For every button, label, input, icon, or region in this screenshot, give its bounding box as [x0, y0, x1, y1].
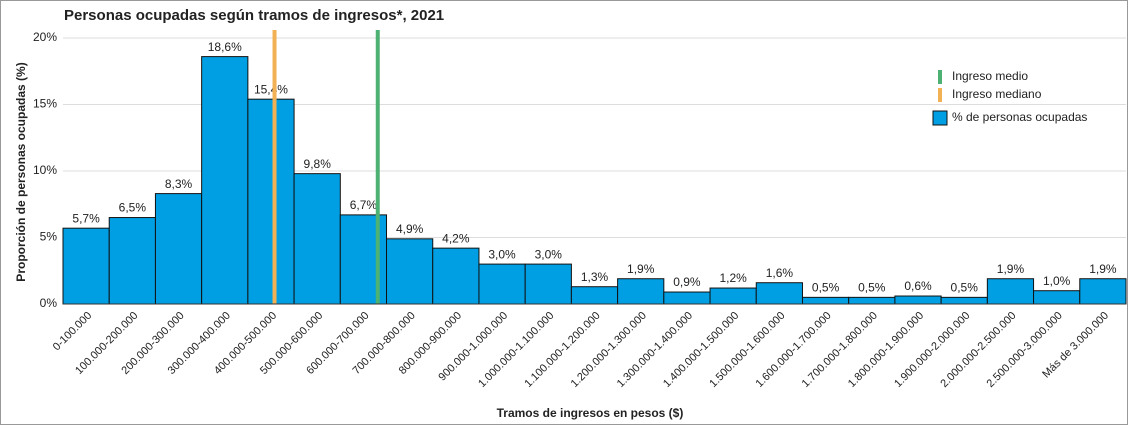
legend-label: % de personas ocupadas	[952, 110, 1087, 124]
y-tick-label: 20%	[33, 30, 57, 44]
value-label: 6,5%	[119, 201, 147, 215]
legend-label: Ingreso mediano	[952, 87, 1042, 101]
value-label: 18,6%	[208, 40, 242, 54]
bar	[986, 278, 1035, 305]
x-tick-label: 1.700.000-1.800.000	[800, 310, 880, 390]
bar	[386, 238, 434, 305]
value-label: 0,5%	[858, 281, 886, 295]
value-label: 0,5%	[812, 281, 840, 295]
value-label: 5,7%	[72, 211, 100, 225]
bar	[1033, 290, 1081, 305]
y-axis-label: Proporción de personas ocupadas (%)	[14, 62, 28, 281]
value-label: 3,0%	[488, 247, 516, 261]
value-label: 15,4%	[254, 82, 288, 96]
value-label: 1,2%	[719, 271, 747, 285]
value-label: 0,9%	[673, 275, 701, 289]
x-tick-label: 1.000.000-1.100.000	[476, 310, 556, 390]
chart-title: Personas ocupadas según tramos de ingres…	[64, 7, 444, 24]
y-tick-label: 10%	[33, 163, 57, 177]
x-tick-label: 1.900.000-2.000.000	[892, 310, 972, 390]
value-label: 4,2%	[442, 231, 470, 245]
x-tick-label: 1.800.000-1.900.000	[846, 310, 926, 390]
x-axis-label: Tramos de ingresos en pesos ($)	[497, 406, 684, 420]
y-tick-label: 15%	[33, 97, 57, 111]
bar	[801, 296, 850, 305]
bar	[709, 287, 757, 305]
bar	[432, 247, 480, 305]
bar	[617, 278, 665, 305]
bar	[293, 173, 341, 305]
value-label: 1,9%	[627, 262, 655, 276]
bar	[663, 291, 711, 305]
y-tick-label: 5%	[40, 230, 58, 244]
value-label: 0,5%	[951, 281, 979, 295]
bar	[201, 56, 249, 305]
bar	[570, 286, 619, 305]
x-tick-label: 1.400.000-1.500.000	[661, 310, 741, 390]
bar	[478, 263, 526, 305]
x-tick-label: 0-100.000	[51, 310, 95, 354]
value-label: 0,6%	[904, 279, 932, 293]
bar	[108, 217, 156, 305]
value-label: 6,7%	[350, 198, 378, 212]
value-label: 4,9%	[396, 222, 424, 236]
bar	[62, 227, 110, 305]
x-tick-label: 1.300.000-1.400.000	[615, 310, 695, 390]
x-tick-label: 1.500.000-1.600.000	[707, 310, 787, 390]
x-tick-label: 1.200.000-1.300.000	[569, 310, 649, 390]
value-label: 1,6%	[766, 266, 794, 280]
value-label: 1,3%	[581, 270, 609, 284]
x-tick-label: 1.100.000-1.200.000	[522, 310, 602, 390]
bar	[1079, 278, 1127, 305]
value-label: 1,9%	[1089, 262, 1117, 276]
bar	[524, 263, 572, 305]
y-tick-label: 0%	[40, 296, 58, 310]
value-label: 1,9%	[997, 262, 1025, 276]
x-tick-label: 2.000.000-2.500.000	[938, 310, 1018, 390]
legend-label: Ingreso medio	[952, 69, 1028, 83]
bar	[247, 98, 295, 305]
bar	[154, 193, 203, 305]
bar	[755, 282, 803, 305]
bar	[848, 296, 896, 305]
bar	[894, 295, 942, 305]
value-label: 1,0%	[1043, 274, 1071, 288]
value-label: 3,0%	[535, 247, 563, 261]
bar	[940, 296, 988, 305]
legend-swatch	[932, 110, 948, 126]
x-tick-label: 1.600.000-1.700.000	[753, 310, 833, 390]
value-label: 9,8%	[304, 157, 332, 171]
value-label: 8,3%	[165, 177, 193, 191]
x-tick-label: 2.500.000-3.000.000	[985, 310, 1065, 390]
